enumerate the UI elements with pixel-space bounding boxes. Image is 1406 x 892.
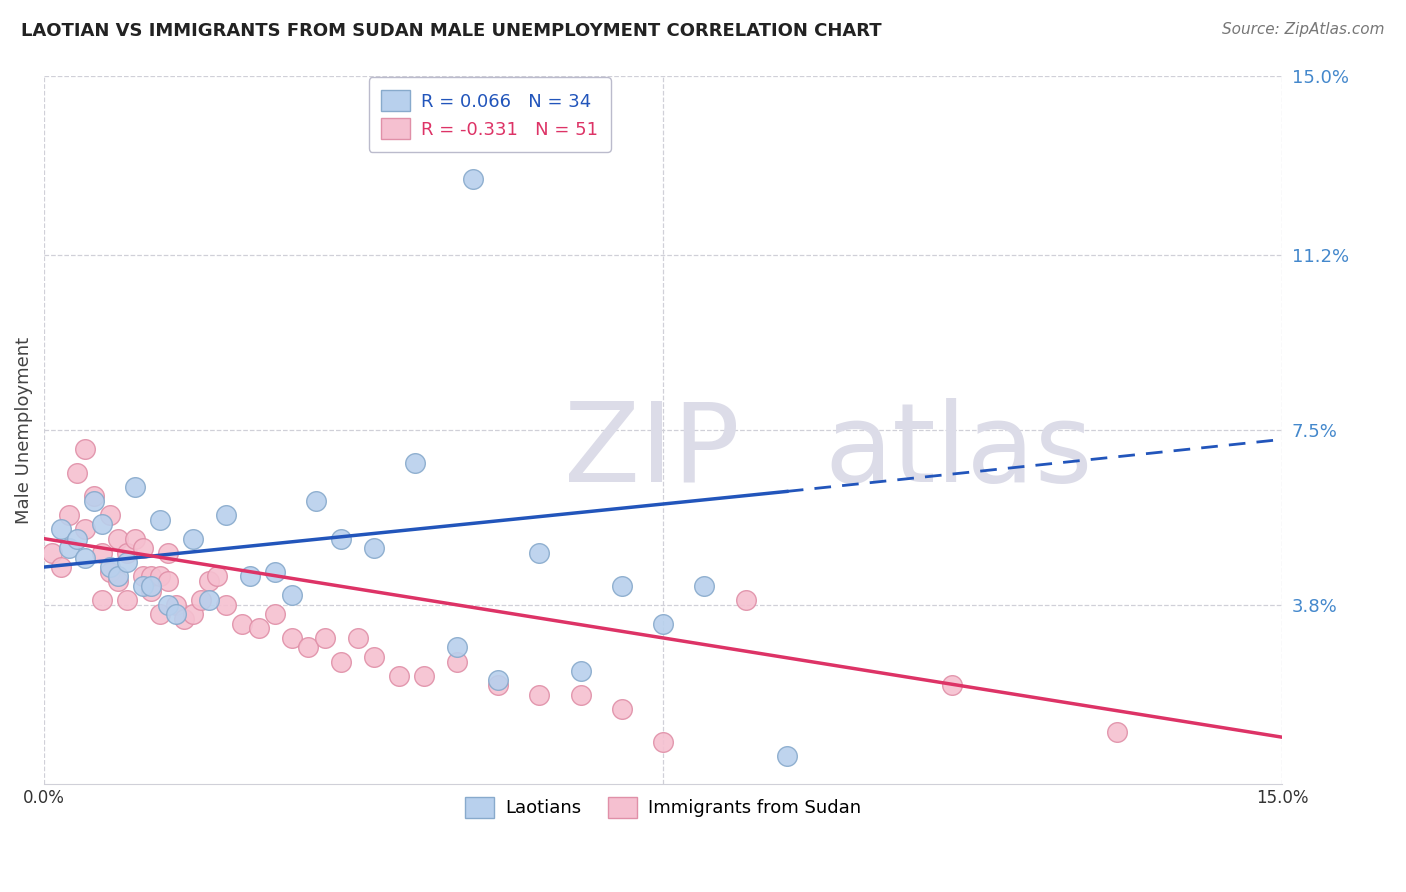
Point (115, 546, 138, 560)
Point (165, 607, 187, 622)
Point (1105, 725, 1128, 739)
Point (132, 579, 155, 593)
Point (90, 593, 112, 607)
Point (49, 522, 72, 536)
Point (198, 574, 221, 589)
Point (141, 569, 163, 583)
Point (83, 494, 105, 508)
Point (529, 546, 551, 560)
Point (280, 631, 302, 645)
Point (215, 598, 238, 612)
Point (446, 655, 468, 669)
Text: atlas: atlas (824, 398, 1092, 505)
Point (173, 612, 195, 626)
Point (776, 749, 799, 764)
Point (412, 669, 434, 683)
Y-axis label: Male Unemployment: Male Unemployment (15, 336, 32, 524)
Point (181, 532, 204, 546)
Point (463, 172, 485, 186)
Point (529, 688, 551, 702)
Point (66, 532, 89, 546)
Point (149, 607, 172, 622)
Point (90, 546, 112, 560)
Point (41, 546, 63, 560)
Point (115, 555, 138, 569)
Point (486, 673, 509, 688)
Point (693, 579, 716, 593)
Point (346, 631, 368, 645)
Point (734, 593, 756, 607)
Point (75, 522, 97, 536)
Point (156, 574, 179, 589)
Point (124, 480, 146, 494)
Point (610, 579, 633, 593)
Point (330, 532, 353, 546)
Point (190, 593, 212, 607)
Text: LAOTIAN VS IMMIGRANTS FROM SUDAN MALE UNEMPLOYMENT CORRELATION CHART: LAOTIAN VS IMMIGRANTS FROM SUDAN MALE UN… (21, 22, 882, 40)
Point (58, 508, 80, 522)
Point (98, 565, 121, 579)
Point (98, 560, 121, 574)
Point (107, 574, 129, 589)
Point (388, 669, 411, 683)
Point (90, 517, 112, 532)
Point (231, 616, 253, 631)
Point (75, 442, 97, 456)
Point (83, 489, 105, 503)
Point (149, 569, 172, 583)
Text: ZIP: ZIP (564, 398, 740, 505)
Point (239, 569, 262, 583)
Text: Source: ZipAtlas.com: Source: ZipAtlas.com (1222, 22, 1385, 37)
Point (941, 678, 963, 692)
Point (314, 631, 336, 645)
Point (652, 616, 675, 631)
Point (215, 508, 238, 522)
Legend: Laotians, Immigrants from Sudan: Laotians, Immigrants from Sudan (458, 789, 868, 825)
Point (141, 579, 163, 593)
Point (107, 532, 129, 546)
Point (198, 593, 221, 607)
Point (107, 569, 129, 583)
Point (363, 649, 385, 664)
Point (132, 569, 155, 583)
Point (305, 494, 328, 508)
Point (156, 546, 179, 560)
Point (124, 532, 146, 546)
Point (141, 583, 163, 598)
Point (652, 735, 675, 749)
Point (446, 640, 468, 655)
Point (66, 466, 89, 480)
Point (280, 588, 302, 602)
Point (297, 640, 319, 655)
Point (115, 593, 138, 607)
Point (181, 607, 204, 622)
Point (404, 456, 426, 470)
Point (149, 513, 172, 527)
Point (207, 569, 229, 583)
Point (132, 541, 155, 555)
Point (165, 598, 187, 612)
Point (247, 622, 270, 636)
Point (363, 541, 385, 555)
Point (264, 565, 287, 579)
Point (75, 550, 97, 565)
Point (58, 541, 80, 555)
Point (569, 688, 592, 702)
Point (610, 702, 633, 716)
Point (98, 508, 121, 522)
Point (569, 664, 592, 678)
Point (486, 678, 509, 692)
Point (264, 607, 287, 622)
Point (49, 560, 72, 574)
Point (330, 655, 353, 669)
Point (156, 598, 179, 612)
